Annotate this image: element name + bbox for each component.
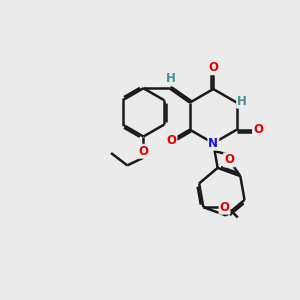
Text: O: O [167,134,176,147]
Text: O: O [224,153,234,167]
Text: H: H [237,94,247,108]
Text: O: O [220,201,230,214]
Text: N: N [208,137,218,150]
Text: O: O [138,145,148,158]
Text: O: O [208,61,218,74]
Text: O: O [253,123,263,136]
Text: H: H [166,72,176,85]
